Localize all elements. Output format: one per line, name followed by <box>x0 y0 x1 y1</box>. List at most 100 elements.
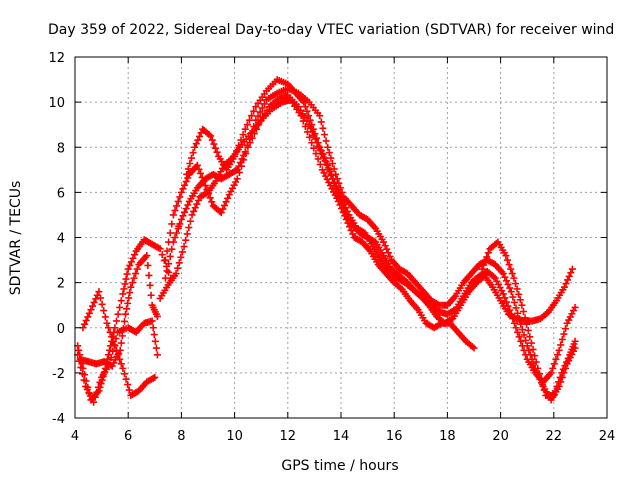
data-point-marker <box>324 143 332 151</box>
data-point-marker <box>509 293 517 301</box>
data-point-marker <box>131 251 139 259</box>
data-point-marker <box>511 280 519 288</box>
data-point-marker <box>146 281 154 289</box>
y-tick-label: 12 <box>48 51 65 66</box>
data-point-marker <box>549 364 557 372</box>
data-point-marker <box>177 253 185 261</box>
data-point-marker <box>126 289 134 297</box>
data-point-marker <box>149 324 157 332</box>
data-point-marker <box>163 267 171 275</box>
data-point-marker <box>533 368 541 376</box>
data-point-marker <box>513 285 521 293</box>
data-point-marker <box>95 288 103 296</box>
x-tick-label: 22 <box>546 429 563 444</box>
data-point-marker <box>528 355 536 363</box>
data-point-marker <box>256 108 264 116</box>
data-point-marker <box>161 274 169 282</box>
data-point-marker <box>189 149 197 157</box>
data-point-marker <box>522 336 530 344</box>
data-point-marker <box>166 252 174 260</box>
data-point-marker <box>166 229 174 237</box>
data-point-marker <box>517 337 525 345</box>
data-point-marker <box>567 269 575 277</box>
data-point-marker <box>514 328 522 336</box>
data-point-marker <box>116 303 124 311</box>
data-point-marker <box>316 146 324 154</box>
data-point-marker <box>175 259 183 267</box>
data-point-marker <box>213 148 221 156</box>
data-point-marker <box>299 117 307 125</box>
data-point-marker <box>125 294 133 302</box>
data-point-marker <box>182 205 190 213</box>
data-point-marker <box>84 313 92 321</box>
data-point-marker <box>147 291 155 299</box>
data-point-marker <box>248 129 256 137</box>
data-point-marker <box>502 277 510 285</box>
data-point-marker <box>179 185 187 193</box>
data-point-marker <box>191 143 199 151</box>
data-point-marker <box>347 226 355 234</box>
data-point-marker <box>238 155 246 163</box>
y-tick-label: 6 <box>57 186 65 201</box>
data-point-marker <box>338 188 346 196</box>
data-point-marker <box>504 256 512 264</box>
data-point-marker <box>555 346 563 354</box>
data-point-marker <box>314 155 322 163</box>
data-point-marker <box>484 249 492 257</box>
data-point-marker <box>523 320 531 328</box>
data-point-marker <box>176 220 184 228</box>
data-point-marker <box>174 264 182 272</box>
data-point-marker <box>103 319 111 327</box>
data-point-marker <box>239 131 247 139</box>
data-point-marker <box>562 325 570 333</box>
data-point-marker <box>179 212 187 220</box>
chart-title: Day 359 of 2022, Sidereal Day-to-day VTE… <box>48 22 614 38</box>
data-point-marker <box>158 251 166 259</box>
data-point-marker <box>527 339 535 347</box>
data-point-marker <box>562 364 570 372</box>
y-axis-label: SDTVAR / TECUs <box>8 181 24 296</box>
data-point-marker <box>514 309 522 317</box>
data-point-marker <box>117 360 125 368</box>
data-series-track-1 <box>74 76 579 404</box>
data-point-marker <box>349 230 357 238</box>
data-point-marker <box>260 100 268 108</box>
data-point-marker <box>114 310 122 318</box>
data-point-marker <box>210 140 218 148</box>
data-point-marker <box>233 175 241 183</box>
data-point-marker <box>114 351 122 359</box>
data-point-marker <box>478 265 486 273</box>
data-point-marker <box>343 207 351 215</box>
data-point-marker <box>193 161 201 169</box>
data-point-marker <box>188 211 196 219</box>
data-point-marker <box>219 205 227 213</box>
data-point-marker <box>504 280 512 288</box>
grid-layer <box>75 57 607 418</box>
x-tick-label: 14 <box>333 429 350 444</box>
data-point-marker <box>150 331 158 339</box>
data-point-marker <box>122 310 130 318</box>
data-point-marker <box>182 178 190 186</box>
data-point-marker <box>127 283 135 291</box>
data-point-marker <box>90 398 98 406</box>
data-point-marker <box>525 346 533 354</box>
data-point-marker <box>97 294 105 302</box>
data-point-marker <box>250 107 258 115</box>
data-point-marker <box>75 357 83 365</box>
data-point-marker <box>143 252 151 260</box>
data-point-marker <box>119 364 127 372</box>
data-point-marker <box>132 270 140 278</box>
data-point-marker <box>241 125 249 133</box>
data-point-marker <box>558 373 566 381</box>
data-point-marker <box>124 265 132 273</box>
data-point-marker <box>153 312 161 320</box>
data-point-marker <box>316 112 324 120</box>
data-point-marker <box>211 144 219 152</box>
data-point-marker <box>174 197 182 205</box>
y-tick-label: 4 <box>57 232 65 247</box>
data-point-marker <box>301 122 309 130</box>
data-point-marker <box>515 333 523 341</box>
data-point-marker <box>312 150 320 158</box>
data-point-marker <box>124 381 132 389</box>
